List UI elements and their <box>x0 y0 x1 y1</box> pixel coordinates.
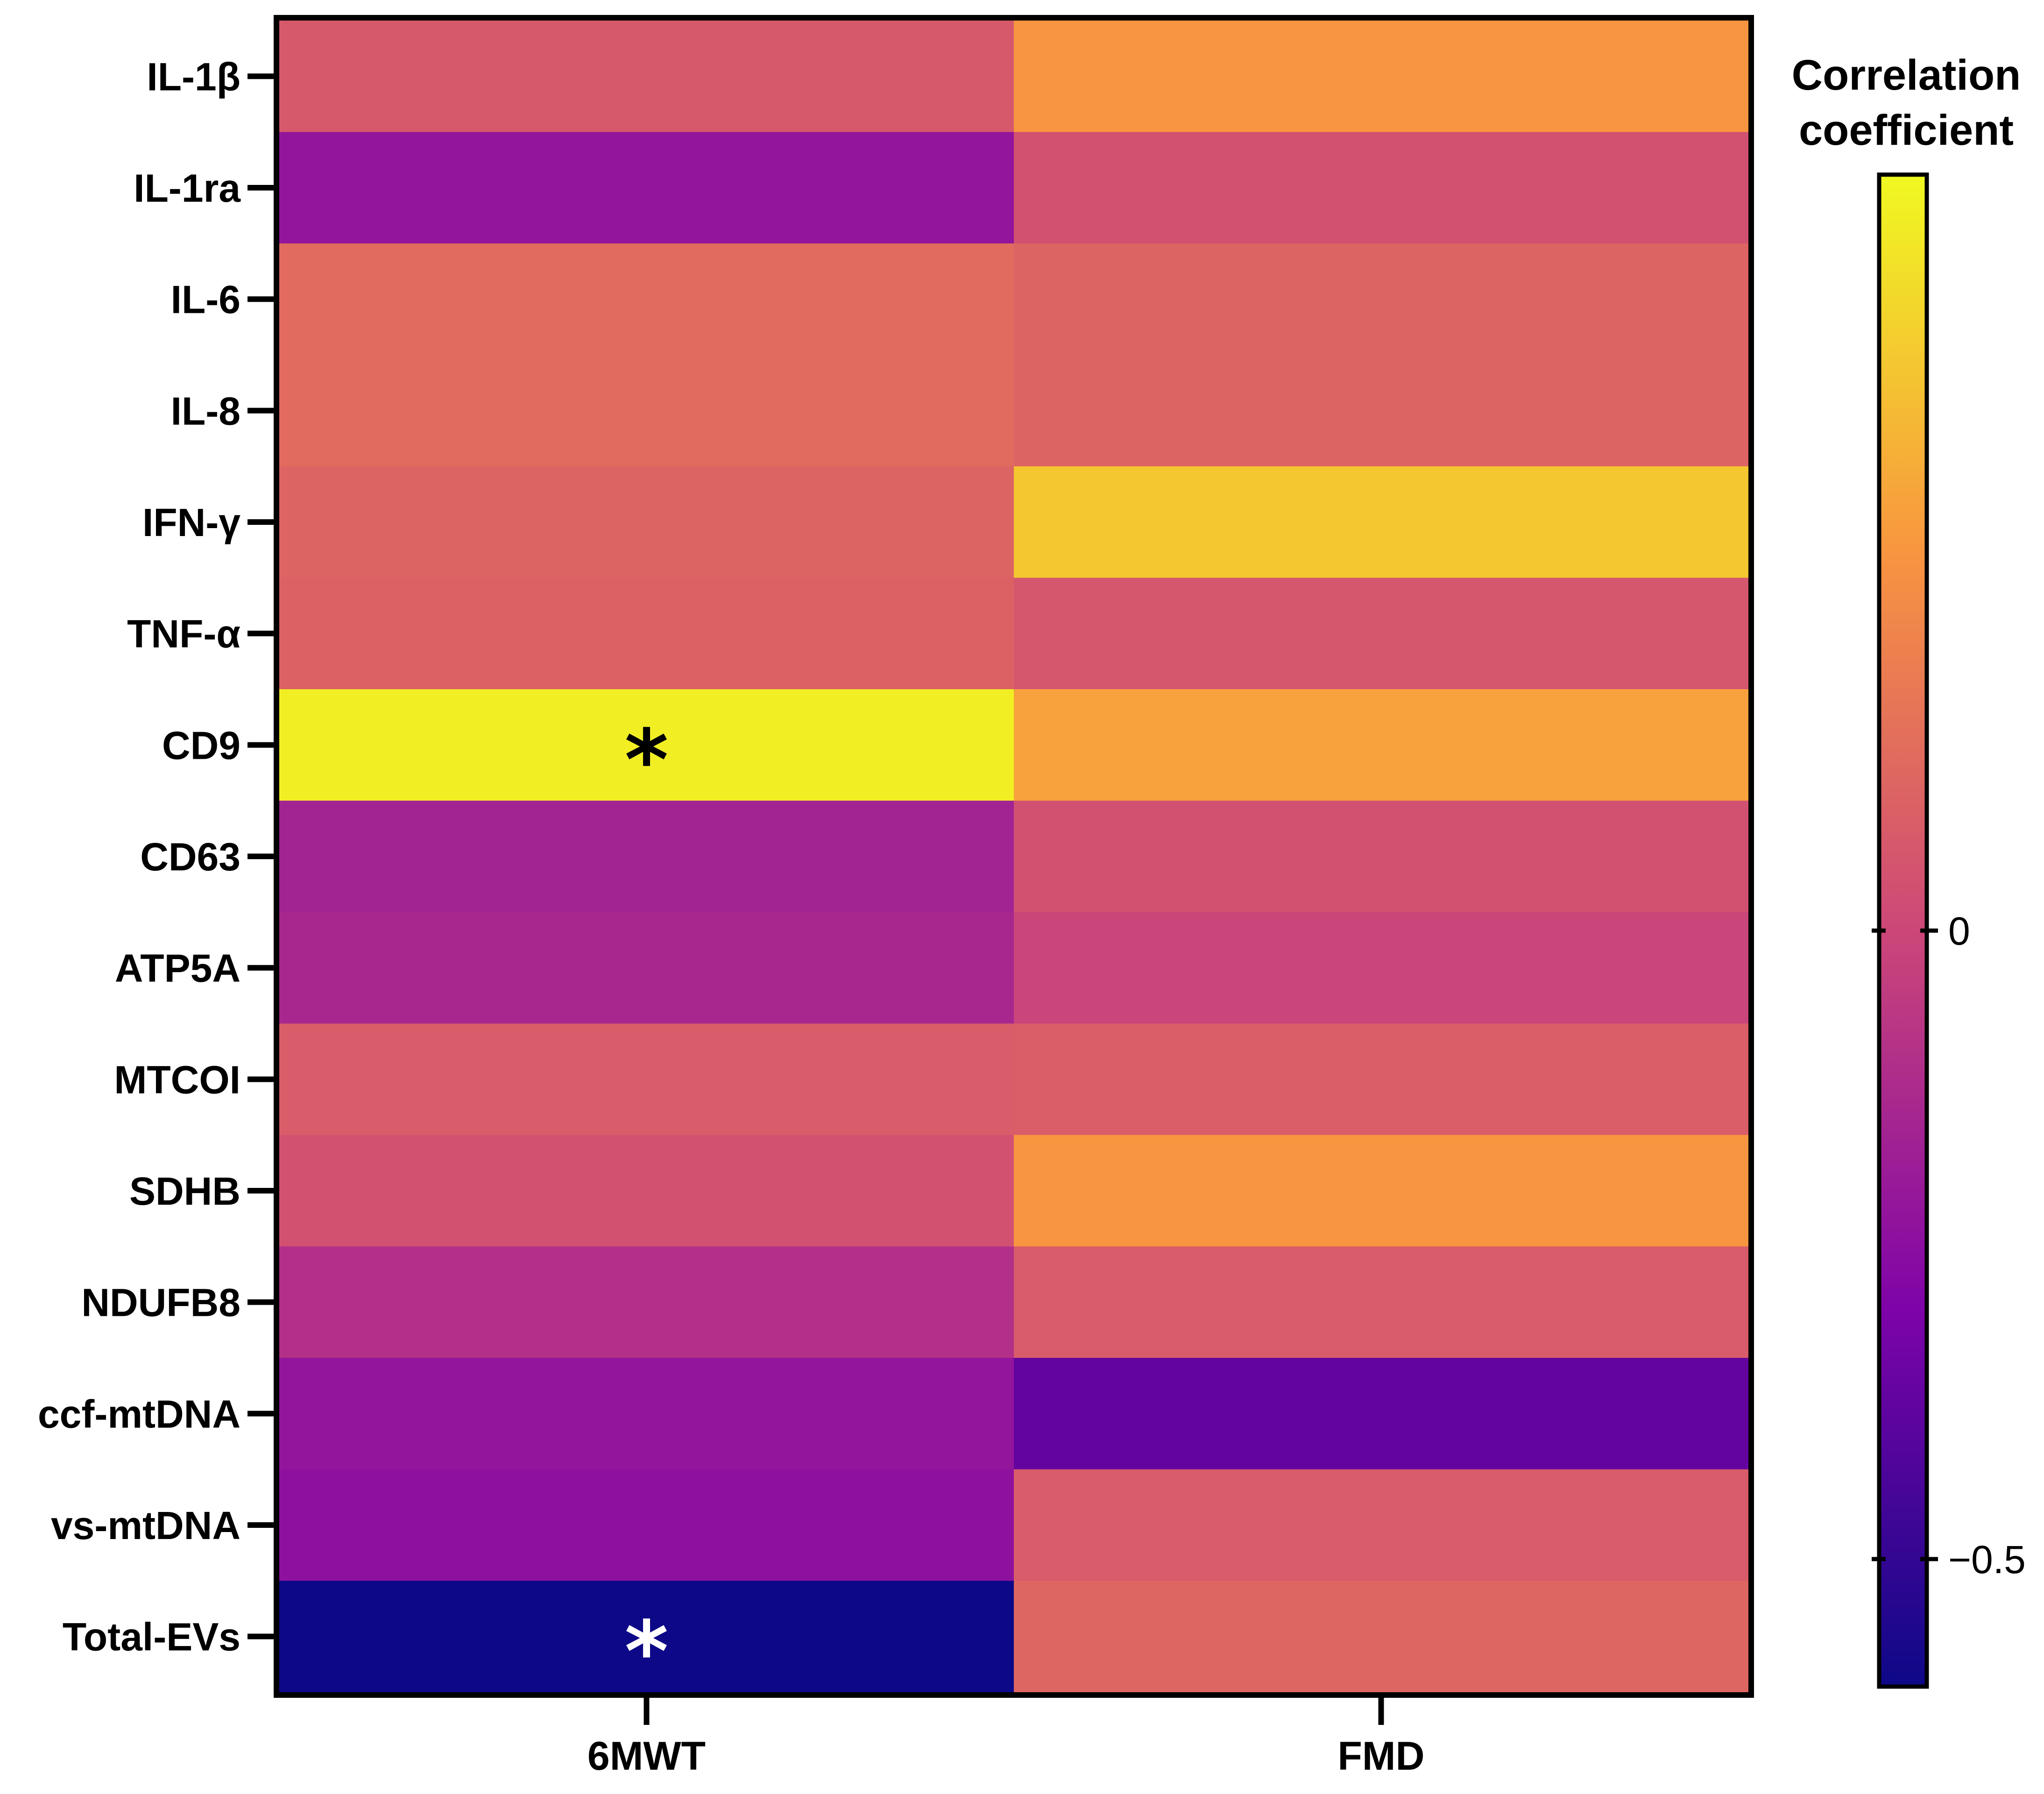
cell-il-1-fmd <box>1014 21 1749 133</box>
cell-il-1ra-6mwt <box>279 132 1014 244</box>
row-label-il-8: IL-8 <box>171 389 240 433</box>
cell-tnf-fmd <box>1014 578 1749 690</box>
cell-total-evs-fmd <box>1014 1581 1749 1693</box>
cell-mtcoi-fmd <box>1014 1024 1749 1136</box>
cell-cd63-6mwt <box>279 800 1014 912</box>
significance-star-total-evs-6mwt: * <box>624 1603 668 1701</box>
colorbar-title-line1: Correlation <box>1792 51 2021 99</box>
row-label-ndufb8: NDUFB8 <box>81 1281 240 1325</box>
cell-ndufb8-fmd <box>1014 1246 1749 1358</box>
cell-cd9-6mwt <box>279 689 1014 801</box>
colorbar-title-line2: coefficient <box>1799 106 2014 154</box>
cell-vs-mtdna-fmd <box>1014 1469 1749 1581</box>
cell-ccf-mtdna-6mwt <box>279 1358 1014 1470</box>
plot-frame <box>274 15 1754 1698</box>
colorbar-tick-label-1: −0.5 <box>1948 1538 2026 1582</box>
row-label-total-evs: Total-EVs <box>63 1615 240 1659</box>
cell-ndufb8-6mwt <box>279 1246 1014 1358</box>
cell-atp5a-6mwt <box>279 912 1014 1024</box>
cell-sdhb-fmd <box>1014 1135 1749 1247</box>
row-label-il-6: IL-6 <box>171 278 240 322</box>
row-label-mtcoi: MTCOI <box>114 1058 240 1102</box>
colorbar-tick-label-0: 0 <box>1948 909 1970 953</box>
cell-il-6-6mwt <box>279 243 1014 355</box>
row-label-ifn: IFN-γ <box>142 501 240 544</box>
row-label-vs-mtdna: vs-mtDNA <box>51 1504 240 1547</box>
cell-total-evs-6mwt <box>279 1581 1014 1693</box>
row-label-ccf-mtdna: ccf-mtDNA <box>38 1392 240 1436</box>
cell-il-8-fmd <box>1014 355 1749 467</box>
cell-atp5a-fmd <box>1014 912 1749 1024</box>
cell-mtcoi-6mwt <box>279 1024 1014 1136</box>
col-label-6mwt: 6MWT <box>587 1734 706 1779</box>
cell-cd63-fmd <box>1014 800 1749 912</box>
col-label-fmd: FMD <box>1337 1734 1424 1779</box>
row-label-cd63: CD63 <box>140 835 240 879</box>
row-label-il-1ra: IL-1ra <box>134 166 241 210</box>
row-label-tnf: TNF-α <box>127 612 240 656</box>
row-label-il-1: IL-1β <box>147 55 240 99</box>
cell-vs-mtdna-6mwt <box>279 1469 1014 1581</box>
cell-tnf-6mwt <box>279 578 1014 690</box>
row-label-sdhb: SDHB <box>129 1169 240 1213</box>
cell-il-8-6mwt <box>279 355 1014 467</box>
row-label-atp5a: ATP5A <box>115 946 240 990</box>
cell-ccf-mtdna-fmd <box>1014 1358 1749 1470</box>
colorbar <box>1877 172 1929 1689</box>
cell-il-6-fmd <box>1014 243 1749 355</box>
cell-ifn-fmd <box>1014 466 1749 578</box>
cell-il-1-6mwt <box>279 21 1014 133</box>
row-label-cd9: CD9 <box>162 723 240 767</box>
cell-cd9-fmd <box>1014 689 1749 801</box>
significance-star-cd9-6mwt: * <box>624 712 668 809</box>
cell-ifn-6mwt <box>279 466 1014 578</box>
cell-il-1ra-fmd <box>1014 132 1749 244</box>
cell-sdhb-6mwt <box>279 1135 1014 1247</box>
